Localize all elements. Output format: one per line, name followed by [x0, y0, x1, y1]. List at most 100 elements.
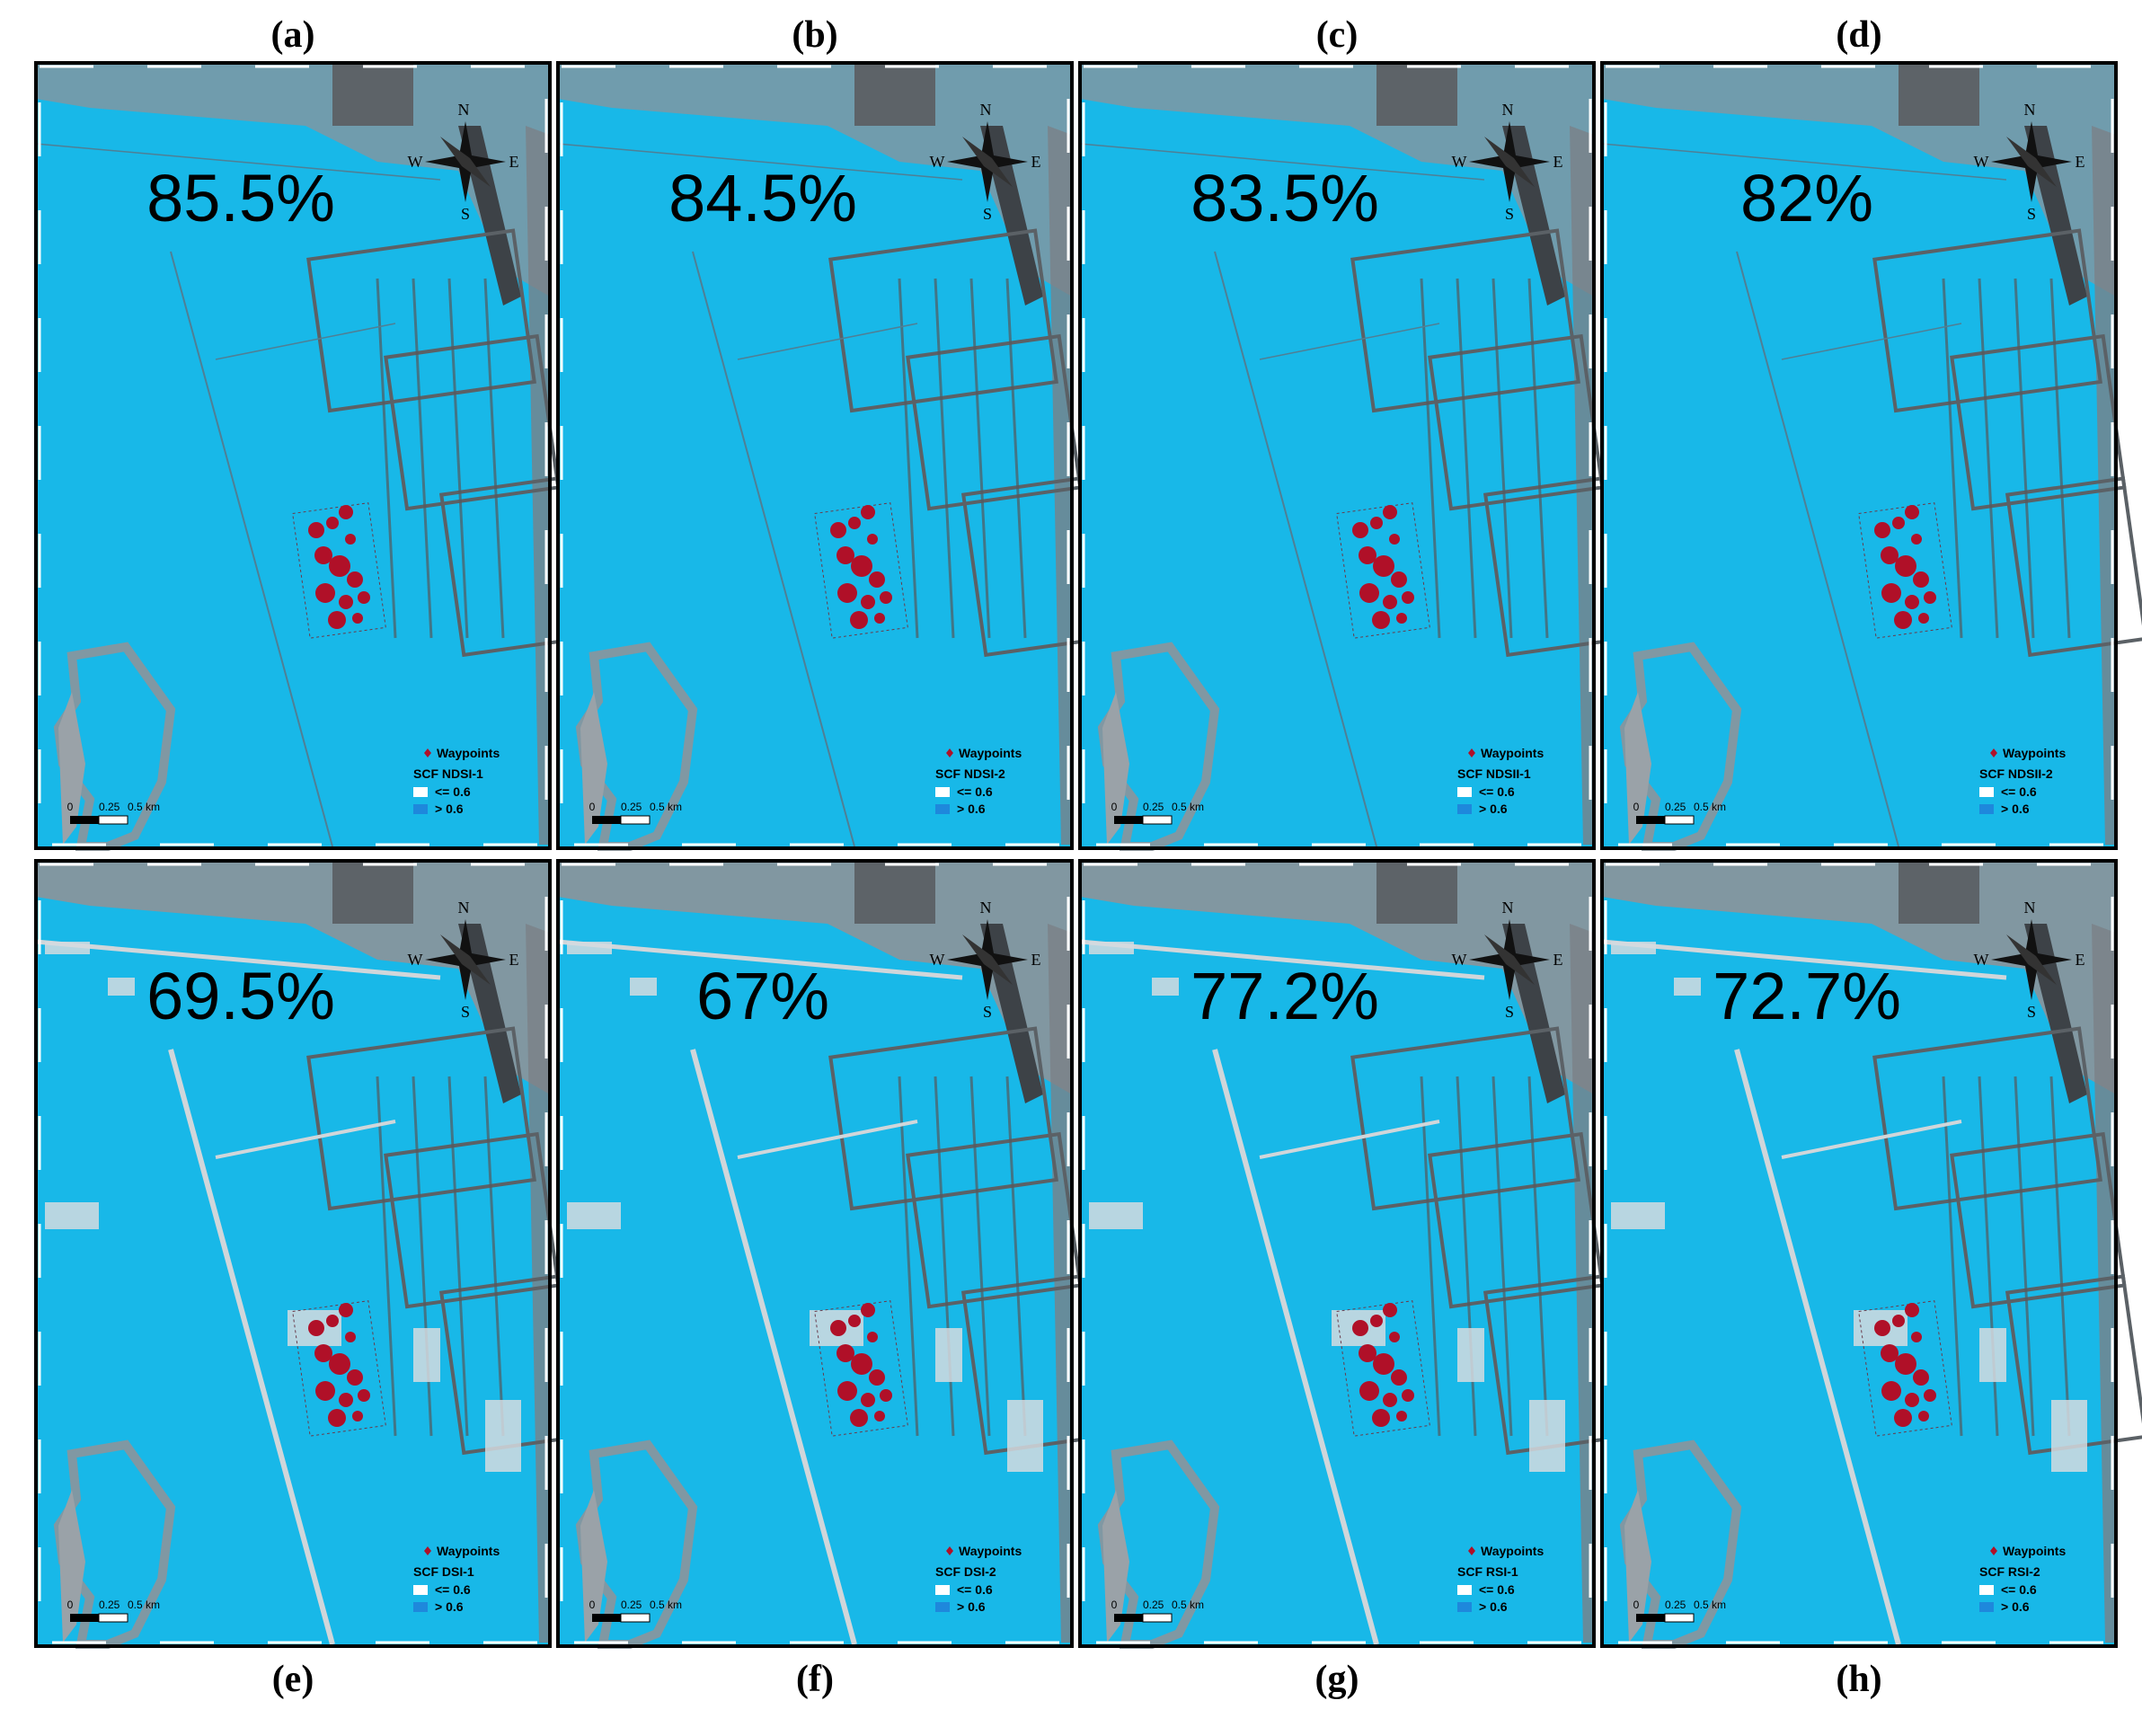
legend-high: > 0.6 — [435, 1599, 464, 1614]
legend-low: <= 0.6 — [957, 784, 993, 799]
waypoint — [861, 1393, 875, 1407]
waypoint — [850, 611, 868, 629]
waypoint — [848, 1315, 861, 1327]
coast-land — [580, 1490, 607, 1643]
road-right — [526, 924, 550, 1643]
snow-cover-percentage: 84.5% — [668, 161, 857, 235]
compass-s: S — [1505, 205, 1514, 223]
compass-rose — [2006, 934, 2057, 985]
scale-bar-black — [1636, 1614, 1665, 1622]
waypoint — [1370, 517, 1383, 529]
panel-frame-ticks — [560, 65, 1070, 846]
scale-bar-label: 0 — [589, 1599, 596, 1611]
legend-waypoints: Waypoints — [959, 746, 1022, 760]
bare-patch — [567, 942, 612, 954]
scale-bar-white — [98, 815, 128, 825]
field-block — [828, 1026, 1059, 1211]
compass-rose — [2006, 137, 2057, 187]
road-right — [1570, 924, 1594, 1643]
road — [557, 939, 963, 980]
waypoint — [308, 522, 324, 538]
waypoint — [326, 1315, 339, 1327]
compass-w: W — [930, 951, 945, 969]
waypoint — [1905, 505, 1919, 519]
legend-high-swatch — [935, 1602, 950, 1612]
field-strip — [898, 1076, 919, 1437]
field-strip — [1978, 278, 1999, 639]
snow-cover-percentage: 67% — [696, 959, 829, 1033]
waypoint — [861, 1303, 875, 1317]
field-strip — [1942, 278, 1963, 639]
waypoint — [1894, 611, 1912, 629]
field-block — [1950, 333, 2127, 511]
compass-n: N — [1502, 101, 1514, 119]
legend-low-swatch — [413, 787, 428, 797]
road — [1734, 1049, 1901, 1645]
road-right — [2092, 924, 2116, 1643]
road — [1601, 143, 2007, 181]
scale-bar-black — [592, 816, 621, 824]
waypoint — [1918, 1411, 1929, 1422]
field-block — [1872, 1026, 2103, 1211]
urban-block — [1376, 861, 1457, 924]
legend-high: > 0.6 — [435, 802, 464, 816]
field-block — [2005, 476, 2142, 658]
panel-frame — [34, 61, 552, 850]
legend-title: SCF DSI-2 — [935, 1564, 996, 1579]
bare-patch — [1611, 942, 1656, 954]
road — [1781, 323, 1962, 360]
coast-land — [580, 692, 607, 845]
urban-block — [1899, 861, 1979, 924]
legend-high: > 0.6 — [2001, 1599, 2030, 1614]
waypoint — [326, 517, 339, 529]
road-right — [1048, 126, 1072, 845]
compass-n: N — [1502, 899, 1514, 917]
bare-patch — [485, 1400, 521, 1472]
waypoint — [836, 1344, 854, 1362]
panel-label: (g) — [1315, 1659, 1359, 1700]
waypoint — [1359, 1381, 1379, 1401]
snow-cover-percentage: 85.5% — [146, 161, 335, 235]
legend-high: > 0.6 — [957, 1599, 986, 1614]
road — [35, 939, 441, 980]
scale-bar-label: 0.25 — [1665, 801, 1686, 813]
field-strip — [1527, 278, 1549, 639]
legend-high-swatch — [413, 1602, 428, 1612]
snow-cover-percentage: 83.5% — [1190, 161, 1379, 235]
bare-patch — [45, 942, 90, 954]
compass-w: W — [1452, 951, 1467, 969]
field-strip — [1456, 278, 1477, 639]
compass-n: N — [980, 101, 992, 119]
road — [1259, 1120, 1440, 1159]
field-block — [1350, 228, 1581, 413]
field-strip — [483, 1076, 505, 1437]
field-strip — [898, 278, 919, 639]
compass-e: E — [509, 951, 519, 969]
field-strip — [934, 278, 955, 639]
waypoint — [1383, 505, 1397, 519]
panel-label: (e) — [272, 1659, 314, 1700]
scale-bar-white — [98, 1613, 128, 1623]
waypoint-area — [814, 1300, 908, 1437]
waypoint-area — [292, 502, 386, 639]
panel-frame — [1600, 61, 2118, 850]
field-block — [1428, 333, 1605, 511]
bare-patch — [567, 1202, 621, 1229]
compass-w: W — [408, 153, 423, 171]
legend-waypoint-symbol — [1468, 1546, 1475, 1555]
scale-bar-label: 0.25 — [99, 1599, 120, 1611]
legend-high: > 0.6 — [957, 802, 986, 816]
waypoint — [1895, 555, 1916, 577]
scale-bar-white — [1664, 815, 1695, 825]
waypoint — [358, 1389, 370, 1402]
panel-label: (h) — [1836, 1659, 1881, 1700]
waypoint — [308, 1320, 324, 1336]
legend-waypoints: Waypoints — [1481, 1544, 1544, 1558]
road — [1259, 323, 1440, 360]
scale-bar-label: 0 — [1633, 801, 1640, 813]
coast-land — [1624, 692, 1651, 845]
waypoint — [1359, 583, 1379, 603]
legend-title: SCF NDSI-1 — [413, 766, 483, 781]
road-right — [2092, 126, 2116, 845]
road — [1079, 143, 1485, 181]
